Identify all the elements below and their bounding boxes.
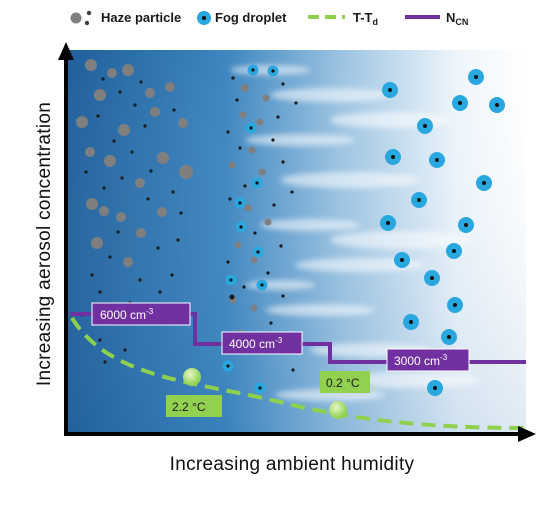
haze-particles-left	[76, 59, 193, 364]
ncn-legend-label: NCN	[446, 10, 468, 27]
legend: Haze particle Fog droplet T-Td NCN	[70, 10, 468, 27]
svg-text:3000 cm-3: 3000 cm-3	[394, 353, 448, 368]
svg-text:6000 cm-3: 6000 cm-3	[100, 307, 154, 322]
y-axis-title: Increasing aerosol concentration	[34, 102, 55, 386]
svg-text:4000 cm-3: 4000 cm-3	[229, 336, 283, 351]
svg-text:2.2 °C: 2.2 °C	[172, 400, 206, 414]
dewpoint-depression-curve	[70, 316, 527, 430]
axes	[58, 42, 536, 442]
fog-droplets-right	[380, 69, 505, 396]
fog-droplets-middle	[222, 64, 279, 394]
ncn-label-6000: 6000 cm-3	[91, 302, 191, 326]
ncn-label-3000: 3000 cm-3	[386, 348, 470, 372]
fog-droplet-legend-icon	[197, 11, 211, 25]
fog-droplet-legend-label: Fog droplet	[215, 10, 287, 25]
haze-particle-legend-icon	[70, 10, 92, 26]
temperature-marker-2-2: 2.2 °C	[166, 368, 222, 417]
svg-text:0.2 °C: 0.2 °C	[326, 376, 360, 390]
ncn-label-4000: 4000 cm-3	[221, 331, 303, 355]
temperature-marker-0-2: 0.2 °C	[320, 371, 370, 419]
x-axis-title: Increasing ambient humidity	[170, 454, 415, 475]
dewpoint-legend-label: T-Td	[353, 10, 378, 27]
haze-particle-legend-label: Haze particle	[101, 10, 181, 25]
